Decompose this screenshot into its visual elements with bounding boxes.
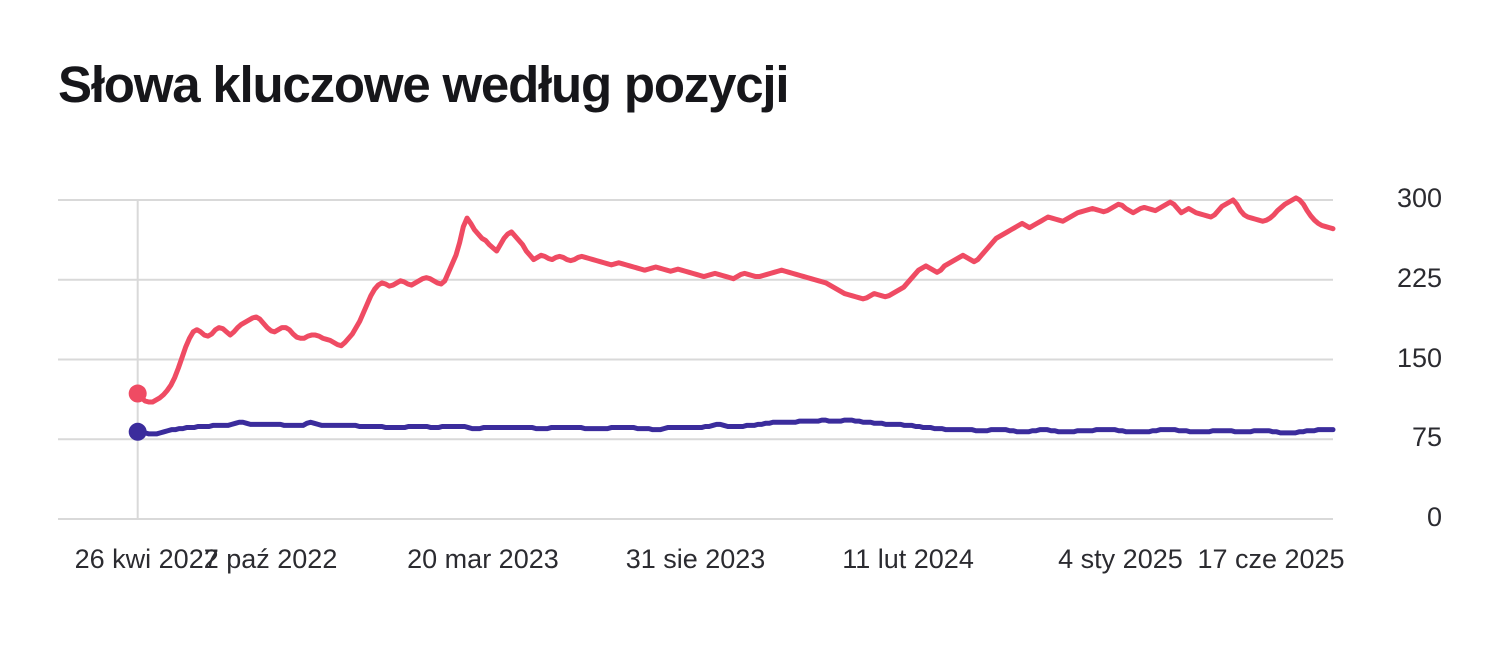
page-title: Słowa kluczowe według pozycji xyxy=(58,56,790,113)
series-line-top-10-keywords xyxy=(135,417,1336,437)
y-axis-tick-label: 150 xyxy=(1396,342,1442,373)
series-line-top-3-keywords xyxy=(135,195,1336,405)
y-axis-tick-label: 225 xyxy=(1396,262,1442,293)
x-axis-tick-label: 20 mar 2023 xyxy=(407,544,559,574)
y-axis-tick-label: 75 xyxy=(1411,422,1442,453)
grid-lines xyxy=(58,199,1333,520)
x-axis-tick-label: 4 sty 2025 xyxy=(1058,544,1183,574)
x-axis-tick-label: 26 kwi 2022 xyxy=(74,544,219,574)
x-axis-tick-label: 11 lut 2024 xyxy=(842,544,974,574)
y-axis-tick-label: 0 xyxy=(1426,502,1442,532)
x-axis-tick-label: 7 paź 2022 xyxy=(203,544,338,574)
series-start-markers xyxy=(128,384,147,441)
series-lines xyxy=(135,195,1336,437)
x-axis-tick-label: 31 sie 2023 xyxy=(625,544,766,574)
series-start-dot-top-3-keywords xyxy=(128,384,147,403)
series-start-dot-top-10-keywords xyxy=(128,422,147,441)
y-axis-tick-label: 300 xyxy=(1396,183,1442,213)
x-axis-tick-label: 17 cze 2025 xyxy=(1197,544,1345,574)
